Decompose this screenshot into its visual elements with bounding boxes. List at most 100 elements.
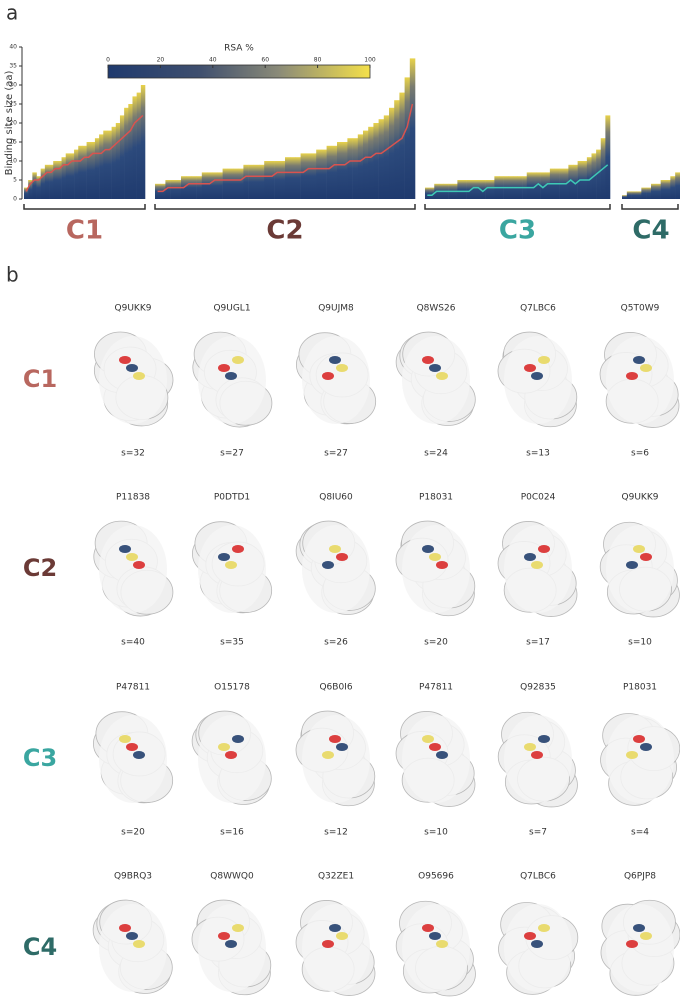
binding-site [225, 561, 237, 569]
bar [128, 104, 133, 199]
bar [394, 100, 400, 199]
bar [78, 145, 83, 199]
binding-site [531, 561, 543, 569]
binding-site [225, 751, 237, 759]
binding-size: s=35 [220, 638, 244, 648]
binding-site [538, 735, 550, 743]
binding-site [633, 924, 645, 932]
bar [586, 157, 592, 199]
bar [596, 149, 602, 199]
binding-site [329, 356, 341, 364]
protein-id: Q7LBC6 [520, 872, 556, 882]
bar [217, 172, 223, 199]
protein-surface [302, 336, 370, 424]
protein-id: O15178 [214, 683, 250, 693]
bar [466, 180, 472, 199]
bar [44, 164, 50, 199]
protein-surface [606, 336, 674, 424]
cluster-label: C1 [23, 365, 57, 393]
bar [626, 191, 632, 199]
cluster-label: C3 [499, 216, 536, 246]
y-tick-label: 5 [13, 177, 17, 184]
bar [526, 172, 532, 199]
binding-site [322, 561, 334, 569]
cluster-bracket [424, 204, 611, 210]
protein-surface [99, 715, 167, 803]
binding-site [126, 364, 138, 372]
binding-site [436, 751, 448, 759]
bar [651, 183, 657, 199]
protein-surface [198, 715, 266, 803]
binding-size: s=20 [424, 638, 448, 648]
binding-site [322, 940, 334, 948]
bar [124, 107, 129, 199]
bar [28, 180, 33, 199]
bar [636, 191, 642, 199]
protein-surface [198, 525, 266, 613]
binding-size: s=12 [324, 828, 348, 838]
binding-site [336, 743, 348, 751]
binding-site [626, 751, 638, 759]
binding-site [126, 932, 138, 940]
protein-surface [606, 715, 674, 803]
bar [94, 138, 100, 199]
bar [248, 164, 255, 199]
bar [331, 145, 338, 199]
binding-site [422, 735, 434, 743]
protein-surface [504, 715, 572, 803]
bar [675, 172, 680, 199]
bar [404, 77, 411, 199]
bar [300, 153, 307, 199]
binding-site [336, 364, 348, 372]
bar [480, 180, 486, 199]
bar [40, 168, 46, 199]
bar [347, 138, 353, 199]
binding-size: s=40 [121, 638, 145, 648]
protein-id: Q6PJP8 [624, 872, 656, 882]
bar [389, 107, 395, 199]
binding-site [133, 751, 145, 759]
bar [540, 172, 546, 199]
bar [368, 126, 374, 199]
bar [622, 195, 628, 199]
colorbar-tick-label: 40 [209, 57, 217, 64]
binding-site [225, 372, 237, 380]
binding-size: s=7 [529, 828, 547, 838]
binding-site [422, 545, 434, 553]
bar [352, 138, 359, 199]
protein-id: P18031 [623, 683, 657, 693]
mean-line [157, 103, 414, 193]
binding-site [329, 735, 341, 743]
bar [670, 176, 676, 199]
bar [326, 145, 333, 199]
protein-id: O95696 [418, 872, 454, 882]
binding-site [640, 743, 652, 751]
binding-site [126, 553, 138, 561]
binding-site [538, 545, 550, 553]
protein-id: Q9BRQ3 [114, 872, 152, 882]
bar [316, 149, 322, 199]
bar [342, 142, 348, 199]
protein-surface [504, 336, 572, 424]
protein-surface [302, 715, 370, 803]
bar [90, 142, 96, 199]
protein-id: Q9UJM8 [318, 304, 354, 314]
binding-site [322, 372, 334, 380]
y-tick-label: 10 [9, 158, 17, 165]
binding-size: s=16 [220, 828, 244, 838]
bar [82, 145, 87, 199]
bar [475, 180, 481, 199]
binding-site [436, 561, 448, 569]
bar [631, 191, 637, 199]
protein-id: Q9UKK9 [115, 304, 152, 314]
binding-site [633, 735, 645, 743]
bar [311, 153, 317, 199]
protein-surface [198, 336, 266, 424]
bar [363, 130, 369, 199]
protein-id: Q9UKK9 [622, 493, 659, 503]
cluster-label: C1 [66, 216, 103, 246]
bar [489, 180, 495, 199]
protein-id: P0C024 [521, 493, 556, 503]
bar [61, 157, 67, 199]
colorbar [107, 64, 371, 79]
